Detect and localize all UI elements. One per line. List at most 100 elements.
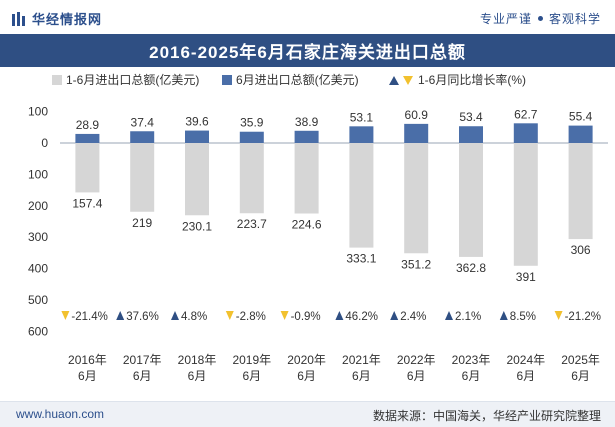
x-tick-label-month: 6月 bbox=[571, 369, 590, 383]
label-growth: -21.4% bbox=[71, 311, 107, 323]
y-tick-label: 100 bbox=[28, 167, 48, 181]
legend-swatch-ytd bbox=[52, 75, 62, 85]
label-june: 37.4 bbox=[131, 115, 155, 129]
footer: www.huaon.com 数据来源：中国海关，华经产业研究院整理 bbox=[0, 401, 615, 427]
legend-swatch-june bbox=[222, 75, 232, 85]
x-tick-label: 2020年 bbox=[287, 353, 326, 367]
growth-up-icon bbox=[390, 311, 399, 320]
label-growth: 37.6% bbox=[126, 311, 159, 323]
bar-ytd bbox=[349, 143, 374, 248]
chart: 1-6月进出口总额(亿美元) 6月进出口总额(亿美元) 1-6月同比增长率(%) 10… bbox=[28, 72, 608, 383]
chart-title: 2016-2025年6月石家庄海关进出口总额 bbox=[149, 43, 466, 62]
label-june: 38.9 bbox=[295, 115, 319, 129]
bar-june bbox=[459, 126, 483, 143]
legend-label-june: 6月进出口总额(亿美元) bbox=[236, 72, 359, 87]
footer-url[interactable]: www.huaon.com bbox=[16, 407, 105, 421]
label-ytd: 351.2 bbox=[401, 257, 431, 271]
label-growth: 2.1% bbox=[455, 311, 481, 323]
bar-ytd bbox=[294, 143, 319, 214]
y-tick-label: 300 bbox=[28, 230, 48, 244]
x-tick-label: 2016年 bbox=[68, 353, 107, 367]
legend-label-growth: 1-6月同比增长率(%) bbox=[418, 72, 526, 87]
label-growth: 46.2% bbox=[345, 311, 378, 323]
label-ytd: 157.4 bbox=[72, 196, 102, 210]
top-bar: 华经情报网 专业严谨 客观科学 bbox=[0, 0, 615, 34]
y-tick-label: 600 bbox=[28, 324, 48, 338]
bar-june bbox=[294, 130, 319, 143]
growth-down-icon bbox=[225, 311, 234, 320]
bar-ytd bbox=[130, 143, 155, 212]
tagline-right: 客观科学 bbox=[548, 12, 601, 26]
y-tick-label: 200 bbox=[28, 199, 48, 213]
label-growth: -2.8% bbox=[236, 311, 266, 323]
label-june: 39.6 bbox=[185, 115, 209, 129]
logo: 华经情报网 bbox=[12, 9, 102, 28]
bar-june bbox=[568, 125, 593, 143]
x-tick-label: 2017年 bbox=[123, 353, 162, 367]
label-june: 35.9 bbox=[240, 116, 264, 130]
bar-ytd bbox=[459, 143, 483, 257]
label-ytd: 223.7 bbox=[237, 217, 267, 231]
y-tick-label: 400 bbox=[28, 262, 48, 276]
label-june: 55.4 bbox=[569, 110, 593, 124]
growth-up-icon bbox=[171, 311, 179, 320]
bar-june bbox=[130, 131, 155, 143]
label-june: 60.9 bbox=[405, 108, 429, 122]
x-tick-label-month: 6月 bbox=[133, 369, 152, 383]
label-june: 28.9 bbox=[76, 118, 100, 132]
x-tick-label-month: 6月 bbox=[188, 369, 207, 383]
y-tick-label: 500 bbox=[28, 293, 48, 307]
label-ytd: 219 bbox=[132, 216, 152, 230]
label-june: 53.4 bbox=[459, 110, 483, 124]
label-growth: -21.2% bbox=[565, 311, 601, 323]
brand-name: 华经情报网 bbox=[32, 12, 103, 27]
growth-up-icon bbox=[445, 311, 453, 320]
growth-down-icon bbox=[61, 311, 70, 320]
y-tick-label: 0 bbox=[41, 136, 48, 150]
bar-ytd bbox=[513, 143, 538, 266]
title-bar: 2016-2025年6月石家庄海关进出口总额 bbox=[0, 34, 615, 67]
x-tick-label-month: 6月 bbox=[297, 369, 316, 383]
label-growth: 8.5% bbox=[510, 311, 536, 323]
x-tick-label: 2019年 bbox=[232, 353, 271, 367]
label-growth: 2.4% bbox=[400, 311, 426, 323]
label-ytd: 391 bbox=[516, 270, 536, 284]
bar-june bbox=[239, 131, 264, 143]
x-tick-label-month: 6月 bbox=[462, 369, 481, 383]
label-ytd: 362.8 bbox=[456, 261, 486, 275]
bar-ytd bbox=[239, 143, 264, 214]
label-june: 53.1 bbox=[350, 110, 374, 124]
x-tick-label-month: 6月 bbox=[407, 369, 426, 383]
bar-ytd bbox=[185, 143, 209, 216]
data-source: 数据来源：中国海关，华经产业研究院整理 bbox=[372, 409, 601, 423]
bar-ytd bbox=[404, 143, 429, 254]
label-ytd: 224.6 bbox=[292, 218, 322, 232]
label-growth: -0.9% bbox=[291, 311, 321, 323]
x-tick-label-month: 6月 bbox=[242, 369, 261, 383]
bar-june bbox=[349, 126, 374, 143]
bar-june bbox=[513, 123, 538, 143]
x-tick-label: 2023年 bbox=[452, 353, 491, 367]
bar-june bbox=[75, 133, 100, 143]
label-growth: 4.8% bbox=[181, 311, 207, 323]
legend-triangle-down-icon bbox=[403, 76, 413, 85]
x-tick-label: 2025年 bbox=[561, 353, 600, 367]
growth-up-icon bbox=[499, 311, 508, 320]
legend-triangle-up-icon bbox=[389, 76, 399, 85]
label-ytd: 306 bbox=[571, 243, 591, 257]
x-tick-label: 2022年 bbox=[397, 353, 436, 367]
x-tick-label-month: 6月 bbox=[352, 369, 371, 383]
bar-ytd bbox=[568, 143, 593, 240]
label-ytd: 333.1 bbox=[346, 252, 376, 266]
tagline-left: 专业严谨 bbox=[479, 12, 532, 26]
growth-down-icon bbox=[554, 311, 563, 320]
growth-up-icon bbox=[116, 311, 125, 320]
x-tick-label-month: 6月 bbox=[516, 369, 535, 383]
separator-dot-icon bbox=[537, 16, 543, 22]
logo-icon bbox=[12, 11, 25, 26]
x-tick-label: 2021年 bbox=[342, 353, 381, 367]
bar-ytd bbox=[75, 143, 100, 193]
x-tick-label-month: 6月 bbox=[78, 369, 97, 383]
legend-label-ytd: 1-6月进出口总额(亿美元) bbox=[66, 72, 199, 87]
